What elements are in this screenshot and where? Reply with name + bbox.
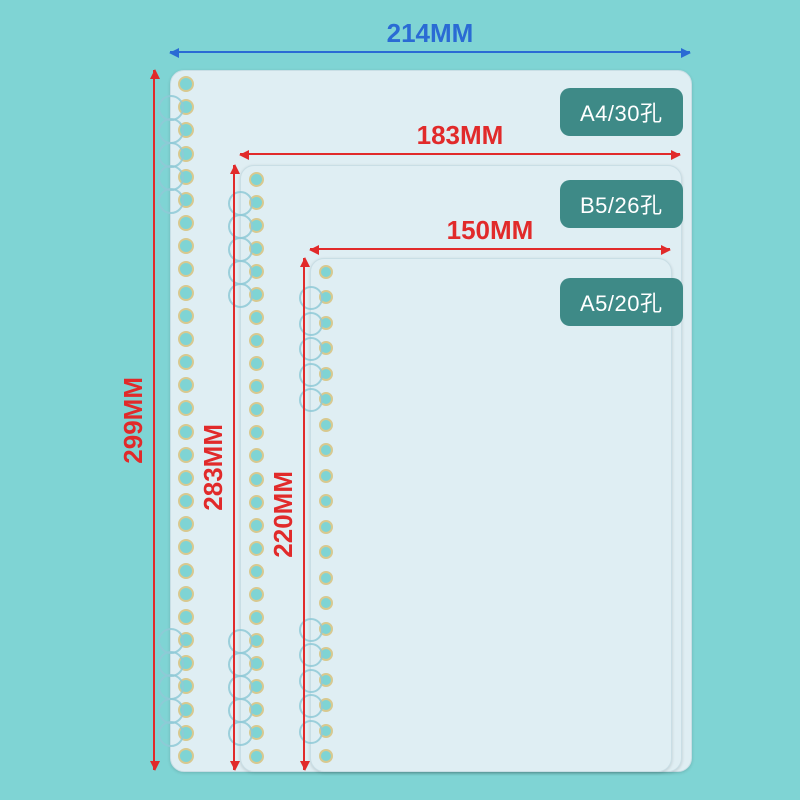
punch-hole — [319, 418, 333, 432]
punch-hole — [319, 520, 333, 534]
punch-hole — [178, 586, 194, 602]
binder-ring — [299, 694, 323, 718]
punch-hole — [249, 564, 264, 579]
binder-ring — [158, 165, 184, 191]
punch-hole — [319, 749, 333, 763]
punch-hole — [249, 402, 264, 417]
punch-hole — [178, 609, 194, 625]
punch-hole — [249, 356, 264, 371]
punch-hole — [319, 571, 333, 585]
punch-hole — [178, 748, 194, 764]
dimension-label: 214MM — [387, 18, 474, 49]
dimension-label: 299MM — [118, 377, 149, 464]
binder-ring — [299, 643, 323, 667]
binder-ring — [299, 669, 323, 693]
binder-ring — [299, 720, 323, 744]
punch-hole — [249, 448, 264, 463]
binder-ring — [158, 721, 184, 747]
punch-hole — [178, 470, 194, 486]
punch-hole — [249, 310, 264, 325]
binder-ring — [158, 698, 184, 724]
binder-ring — [299, 618, 323, 642]
binder-ring — [299, 363, 323, 387]
dimension-width: 214MM — [170, 18, 690, 53]
punch-hole — [319, 265, 333, 279]
punch-hole — [178, 308, 194, 324]
punch-hole — [249, 587, 264, 602]
punch-hole — [178, 563, 194, 579]
punch-hole — [249, 172, 264, 187]
binder-ring — [228, 214, 253, 239]
binder-ring — [228, 191, 253, 216]
punch-hole — [178, 424, 194, 440]
punch-hole — [178, 285, 194, 301]
binder-ring — [158, 651, 184, 677]
punch-hole — [249, 541, 264, 556]
punch-hole — [178, 76, 194, 92]
punch-hole — [249, 495, 264, 510]
punch-hole — [249, 333, 264, 348]
binder-ring — [158, 95, 184, 121]
binder-ring — [158, 142, 184, 168]
punch-hole — [178, 331, 194, 347]
punch-hole — [249, 749, 264, 764]
punch-hole — [178, 354, 194, 370]
binder-ring — [158, 628, 184, 654]
diagram-stage: 214MM183MM150MM299MM283MM220MMA4/30孔B5/2… — [0, 0, 800, 800]
binder-ring — [299, 312, 323, 336]
punch-hole — [178, 447, 194, 463]
punch-hole — [249, 610, 264, 625]
punch-hole — [249, 425, 264, 440]
sheet-a5 — [310, 258, 672, 772]
punch-hole — [249, 518, 264, 533]
dimension-height: 299MM — [118, 70, 155, 770]
punch-hole — [249, 379, 264, 394]
punch-hole — [249, 472, 264, 487]
binder-ring — [158, 188, 184, 214]
punch-hole — [178, 493, 194, 509]
punch-hole — [319, 469, 333, 483]
punch-hole — [178, 215, 194, 231]
